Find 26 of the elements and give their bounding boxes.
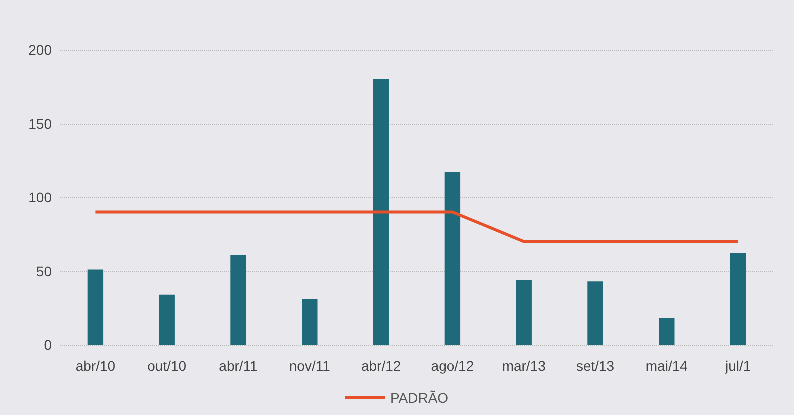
bar [659,318,675,345]
y-tick-label: 150 [28,116,52,132]
bar [88,270,104,345]
x-tick-label: nov/11 [289,358,331,374]
x-tick-label: jul/1 [724,358,752,374]
bar [373,80,390,345]
x-tick-label: ago/12 [431,358,474,374]
legend-label: PADRÃO [390,390,449,406]
y-tick-label: 100 [28,190,52,206]
bar [588,282,604,345]
bar [159,294,175,345]
x-tick-label: out/10 [148,358,187,374]
y-tick-label: 0 [44,337,52,353]
x-tick-label: mar/13 [502,358,546,374]
x-tick-label: abr/12 [361,358,402,374]
bar [444,172,461,345]
y-tick-label: 200 [28,42,52,58]
bar [230,255,246,345]
bar [302,299,318,345]
bar [516,280,532,345]
x-tick-label: set/13 [576,358,615,374]
x-tick-label: abr/11 [219,358,258,374]
x-tick-label: abr/10 [76,358,116,374]
bar [730,254,746,345]
y-tick-label: 50 [36,263,52,280]
x-tick-label: mai/14 [646,358,688,374]
